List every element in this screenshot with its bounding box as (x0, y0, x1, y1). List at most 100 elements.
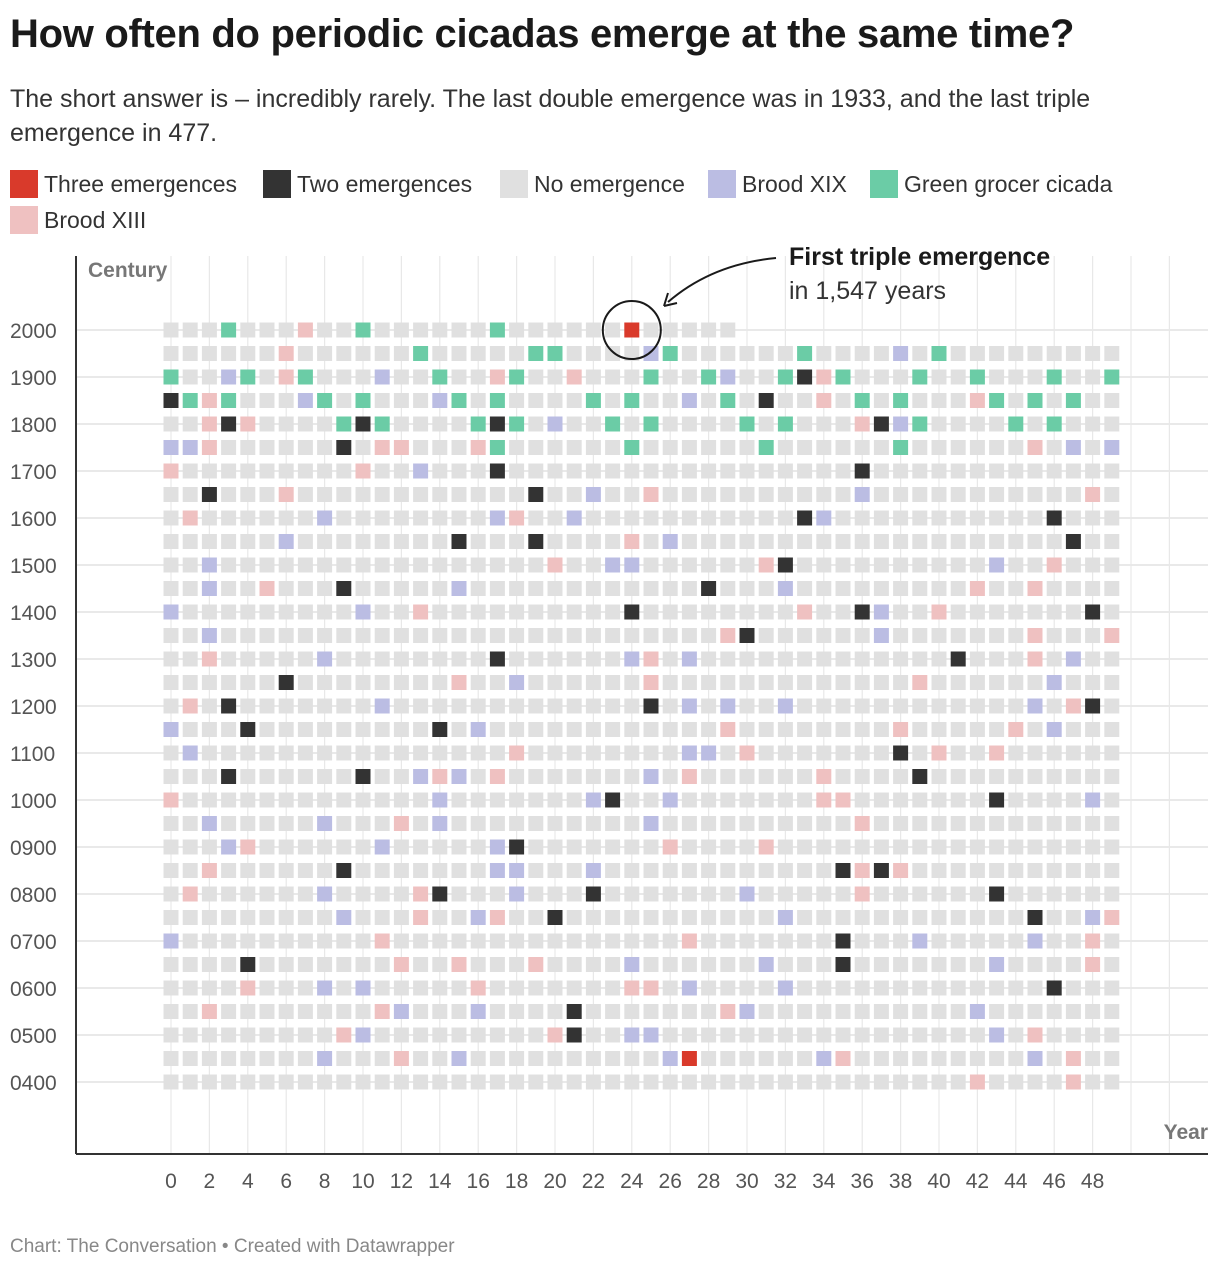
year-cell-none (355, 651, 371, 667)
year-cell-none (393, 369, 409, 385)
year-cell-xix (163, 604, 179, 620)
year-cell-none (221, 933, 237, 949)
year-cell-none (451, 510, 467, 526)
year-cell-none (240, 933, 256, 949)
year-cell-none (1008, 346, 1024, 361)
year-cell-none (470, 792, 486, 808)
year-cell-none (259, 1004, 275, 1019)
year-cell-none (413, 651, 429, 667)
year-cell-none (873, 1074, 889, 1090)
year-cell-none (605, 745, 621, 761)
year-cell-none (931, 675, 947, 690)
year-cell-none (451, 745, 467, 761)
year-cell-none (509, 487, 525, 502)
legend-swatch-green (870, 170, 898, 198)
year-cell-none (585, 463, 601, 479)
year-cell-none (893, 1027, 909, 1043)
year-cell-none (547, 1074, 563, 1090)
year-cell-xiii (393, 816, 409, 831)
year-cell-none (701, 487, 717, 502)
year-cell-none (355, 1051, 371, 1066)
year-cell-none (624, 933, 640, 949)
year-cell-none (950, 769, 966, 784)
year-cell-none (566, 839, 582, 855)
year-cell-xiii (1085, 487, 1101, 502)
year-cell-none (950, 628, 966, 643)
year-cell-none (297, 675, 313, 690)
y-axis-title: Century (88, 259, 168, 282)
year-cell-none (701, 1074, 717, 1090)
year-cell-none (509, 910, 525, 925)
year-cell-none (489, 745, 505, 761)
year-cell-xiii (509, 745, 525, 761)
year-cell-none (413, 863, 429, 878)
year-cell-none (470, 698, 486, 714)
year-cell-none (432, 487, 448, 502)
year-cell-none (163, 957, 179, 972)
year-cell-xix (1065, 440, 1081, 455)
year-cell-none (1027, 510, 1043, 526)
year-cell-none (701, 1004, 717, 1019)
year-cell-none (739, 534, 755, 549)
year-cell-none (1065, 675, 1081, 690)
year-cell-none (240, 910, 256, 925)
year-cell-none (739, 581, 755, 596)
year-cell-none (413, 1004, 429, 1019)
year-cell-none (201, 322, 217, 338)
x-tick-label: 2 (204, 1170, 216, 1193)
year-cell-none (547, 534, 563, 549)
year-cell-none (777, 839, 793, 855)
year-cell-none (720, 792, 736, 808)
year-cell-none (950, 604, 966, 620)
year-cell-none (1104, 863, 1120, 878)
year-cell-none (163, 510, 179, 526)
year-cell-none (163, 816, 179, 831)
year-cell-none (873, 769, 889, 784)
year-cell-none (777, 440, 793, 455)
year-cell-none (528, 722, 544, 737)
year-cell-xix (1065, 651, 1081, 667)
year-cell-xiii (816, 792, 832, 808)
year-cell-none (854, 792, 870, 808)
year-cell-none (989, 816, 1005, 831)
year-cell-none (547, 440, 563, 455)
year-cell-none (797, 957, 813, 972)
year-cell-none (221, 675, 237, 690)
year-cell-green (163, 369, 179, 385)
year-cell-none (201, 463, 217, 479)
year-cell-none (413, 839, 429, 855)
year-cell-xiii (1027, 581, 1043, 596)
year-cell-none (393, 487, 409, 502)
year-cell-none (489, 957, 505, 972)
axes: 2000190018001700160015001400130012001100… (10, 256, 1208, 1193)
year-cell-none (1027, 534, 1043, 549)
year-cell-none (912, 487, 928, 502)
year-cell-green (585, 393, 601, 408)
year-cell-xix (201, 557, 217, 573)
year-cell-none (1008, 886, 1024, 902)
year-cell-none (720, 1051, 736, 1066)
year-cell-none (566, 628, 582, 643)
year-cell-none (681, 440, 697, 455)
year-cell-none (624, 369, 640, 385)
year-cell-none (950, 1027, 966, 1043)
year-cell-none (701, 886, 717, 902)
year-cell-two (355, 769, 371, 784)
year-cell-none (1104, 698, 1120, 714)
year-cell-none (1104, 745, 1120, 761)
year-cell-none (835, 416, 851, 432)
year-cell-none (969, 557, 985, 573)
year-cell-none (509, 769, 525, 784)
year-cell-none (912, 839, 928, 855)
year-cell-none (240, 346, 256, 361)
year-cell-none (1046, 910, 1062, 925)
year-cell-none (240, 322, 256, 338)
year-cell-none (816, 839, 832, 855)
year-cell-xix (182, 440, 198, 455)
legend-swatch-xix (708, 170, 736, 198)
year-cell-none (739, 1051, 755, 1066)
year-cell-none (950, 886, 966, 902)
year-cell-none (893, 487, 909, 502)
year-cell-none (816, 933, 832, 949)
y-tick-label: 1600 (10, 508, 57, 531)
